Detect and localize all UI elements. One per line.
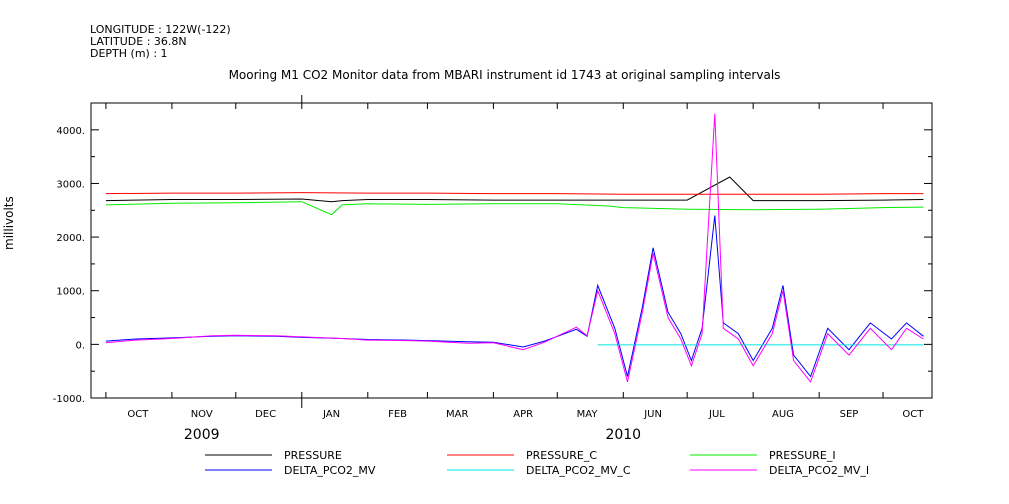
- series-line-delta-pco2-mv: [105, 215, 924, 378]
- y-tick-label: 2000.: [56, 233, 85, 244]
- chart-title: Mooring M1 CO2 Monitor data from MBARI i…: [228, 68, 781, 82]
- legend-label: DELTA_PCO2_MV: [284, 464, 376, 477]
- x-month-label: OCT: [127, 409, 149, 420]
- legend-label: PRESSURE_C: [526, 449, 597, 462]
- series-line-pressure-i: [105, 201, 924, 216]
- depth-label: DEPTH (m) : 1: [90, 47, 168, 60]
- x-month-label: APR: [513, 409, 533, 420]
- y-tick-label: 1000.: [56, 287, 85, 298]
- legend-label: DELTA_PCO2_MV_I: [769, 464, 869, 477]
- x-month-label: DEC: [255, 409, 276, 420]
- series-line-pressure-c: [105, 192, 924, 195]
- x-month-label: JUN: [643, 409, 662, 420]
- x-year-label: 2009: [184, 427, 220, 443]
- y-tick-label: -1000.: [53, 394, 85, 405]
- x-month-label: OCT: [902, 409, 924, 420]
- x-year-label: 2010: [605, 427, 641, 443]
- series-line-delta-pco2-mv-i: [105, 113, 924, 383]
- x-month-label: JUL: [708, 409, 725, 420]
- x-month-label: AUG: [772, 409, 794, 420]
- longitude-label: LONGITUDE : 122W(-122): [90, 23, 231, 36]
- x-month-label: FEB: [388, 409, 407, 420]
- x-month-label: MAY: [577, 409, 599, 420]
- latitude-label: LATITUDE : 36.8N: [90, 35, 187, 48]
- x-month-label: JAN: [322, 409, 340, 420]
- x-month-label: NOV: [191, 409, 213, 420]
- legend-label: PRESSURE: [284, 449, 342, 462]
- plot-frame: [90, 102, 933, 399]
- legend-label: PRESSURE_I: [769, 449, 836, 462]
- y-tick-label: 3000.: [56, 179, 85, 190]
- y-tick-label: 4000.: [56, 126, 85, 137]
- legend-label: DELTA_PCO2_MV_C: [526, 464, 631, 477]
- y-tick-label: 0.: [75, 340, 85, 351]
- x-month-label: MAR: [446, 409, 468, 420]
- x-month-label: SEP: [840, 409, 859, 420]
- series-line-pressure: [105, 176, 924, 203]
